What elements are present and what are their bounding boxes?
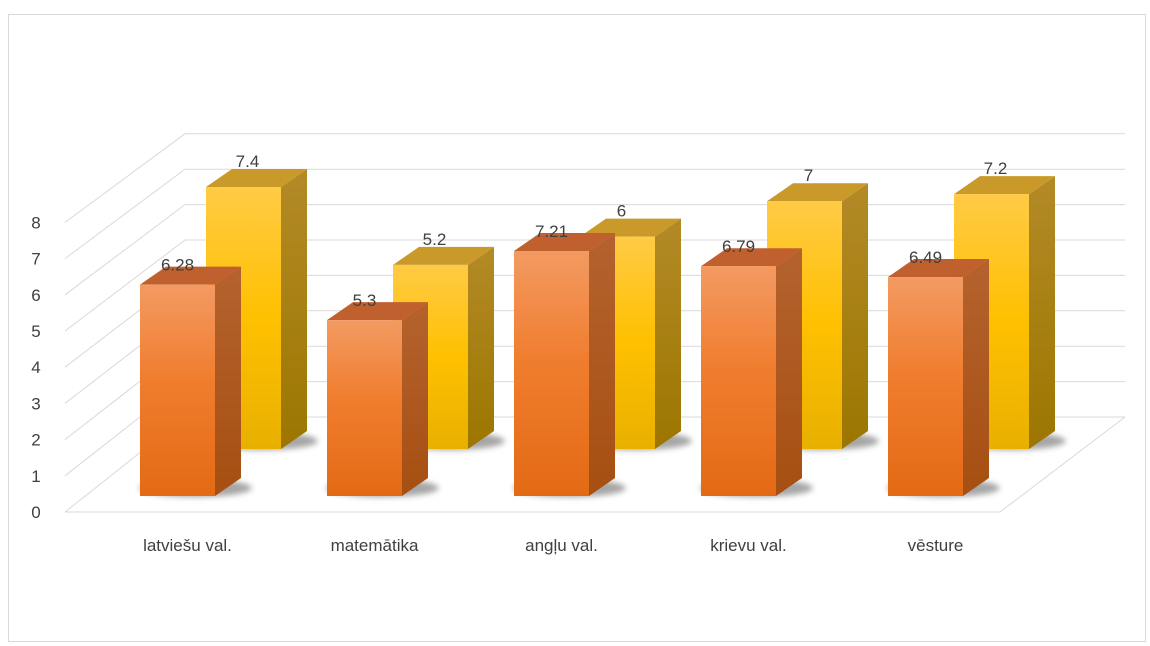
x-category-label: angļu val. (525, 536, 598, 555)
data-label: 7.4 (236, 152, 260, 171)
bar-top (140, 266, 241, 285)
data-label: 6.49 (909, 248, 942, 267)
y-tick-label: 4 (31, 358, 40, 377)
y-tick-label: 7 (31, 250, 40, 269)
bar-front (888, 277, 963, 496)
bar-top (393, 246, 494, 265)
bar-side (655, 218, 681, 449)
bar-series-1: 6.49 (887, 248, 1000, 497)
bar-top (888, 259, 989, 278)
y-tick-label: 1 (31, 467, 40, 486)
gridline (64, 133, 1125, 223)
bar-side (963, 259, 989, 496)
x-category-label: latviešu val. (143, 536, 232, 555)
y-tick-label: 3 (31, 394, 40, 413)
y-tick-label: 8 (31, 213, 40, 232)
bar-side (215, 266, 241, 496)
bar-front (701, 266, 776, 496)
bar-side (468, 246, 494, 449)
bar-front (514, 250, 589, 496)
bar-side (281, 169, 307, 450)
bar-series-1: 5.3 (326, 291, 439, 497)
bar-side (1029, 176, 1055, 449)
data-label: 6 (617, 202, 626, 221)
floor-edge (999, 416, 1126, 513)
data-label: 5.2 (423, 230, 447, 249)
data-label: 5.3 (353, 291, 377, 310)
gridline (64, 168, 1125, 260)
bar-side (842, 183, 868, 449)
y-tick-label: 0 (31, 503, 40, 522)
data-label: 7.21 (535, 222, 568, 241)
bar-top (514, 232, 615, 251)
y-tick-label: 5 (31, 322, 40, 341)
x-category-label: krievu val. (710, 536, 787, 555)
bar-side (402, 302, 428, 496)
data-label: 7 (804, 166, 813, 185)
y-axis-tick-labels: 0 1 2 3 4 5 6 7 8 (31, 213, 40, 522)
x-category-label: vēsture (908, 536, 964, 555)
bar-top (327, 302, 428, 321)
bar-top (206, 169, 307, 188)
bar-side (776, 248, 802, 496)
bars: 7.4 6.28 5.2 5.3 6 7.21 7 6.79 7.2 6.49 (139, 152, 1066, 497)
data-label: 6.28 (161, 256, 194, 275)
bar-top (580, 218, 681, 237)
bar-top (954, 176, 1055, 195)
bar-front (140, 284, 215, 496)
bar-series-1: 6.79 (700, 237, 813, 497)
bar-series-1: 6.28 (139, 256, 252, 497)
bar-series-1: 7.21 (513, 222, 626, 497)
y-tick-label: 2 (31, 431, 40, 450)
x-axis-category-labels: latviešu val. matemātika angļu val. krievu … (143, 536, 963, 555)
bar-front (327, 320, 402, 496)
bar-top (701, 248, 802, 267)
data-label: 6.79 (722, 237, 755, 256)
y-tick-label: 6 (31, 286, 40, 305)
bar-top (767, 183, 868, 202)
data-label: 7.2 (984, 159, 1008, 178)
bar-side (589, 232, 615, 497)
x-category-label: matemātika (331, 536, 419, 555)
